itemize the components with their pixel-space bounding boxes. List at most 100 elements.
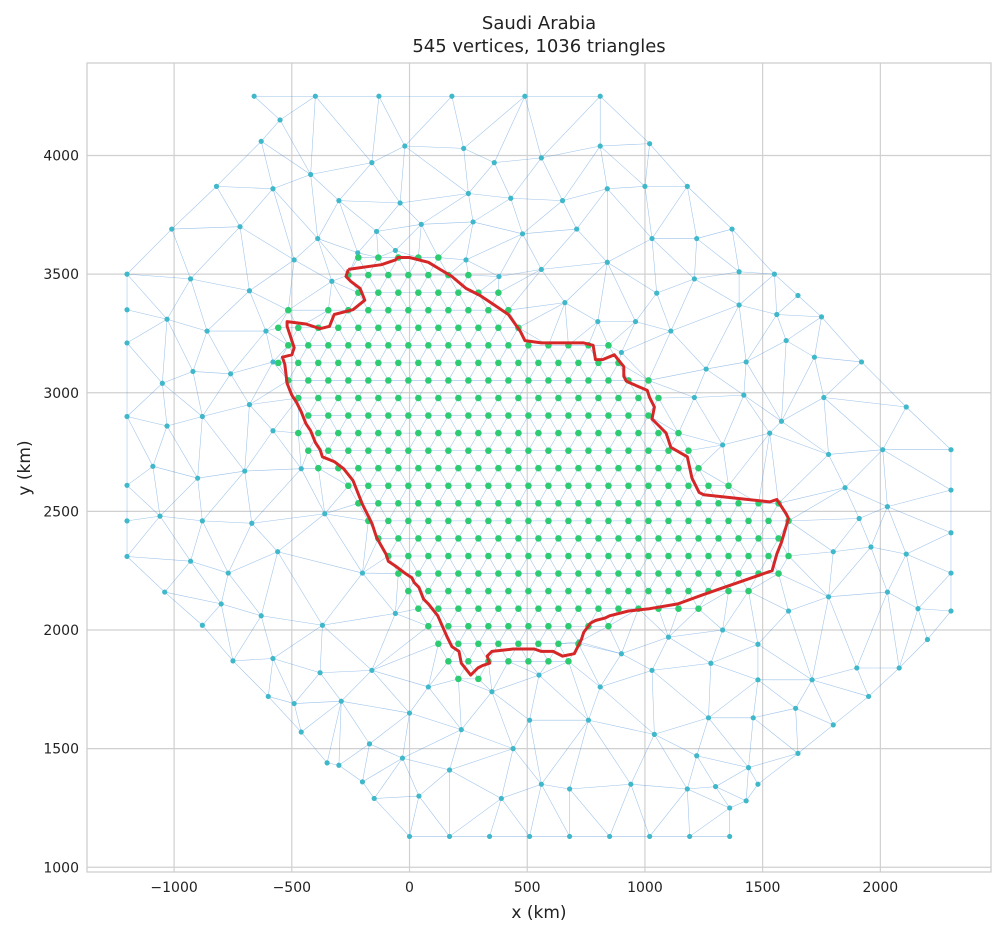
mesh-edge	[668, 629, 723, 638]
mesh-edge	[338, 310, 349, 328]
inner-vertex	[555, 394, 562, 402]
inner-vertex	[435, 324, 442, 332]
mesh-edge	[326, 701, 342, 763]
mesh-edge	[478, 573, 489, 592]
inner-vertex	[565, 377, 572, 384]
mesh-edge	[449, 729, 462, 771]
inner-vertex	[665, 447, 672, 454]
inner-vertex	[345, 377, 352, 384]
mesh-edge	[164, 591, 222, 605]
mesh-edge	[438, 362, 449, 381]
inner-vertex	[355, 359, 362, 367]
inner-vertex	[635, 464, 642, 472]
inner-vertex	[345, 447, 352, 454]
mesh-edge	[478, 503, 489, 522]
outer-vertex	[237, 224, 243, 230]
mesh-edge	[458, 397, 469, 416]
mesh-edge	[468, 397, 479, 416]
mesh-edge	[758, 433, 770, 504]
mesh-edge	[251, 468, 302, 524]
mesh-edge	[548, 432, 559, 451]
mesh-edge	[638, 432, 649, 451]
mesh-edge	[408, 555, 419, 574]
mesh-edge	[498, 415, 509, 434]
mesh-edge	[607, 262, 657, 294]
mesh-edge	[651, 186, 688, 239]
outer-vertex	[684, 183, 690, 189]
inner-vertex	[465, 552, 472, 560]
mesh-edge	[649, 143, 688, 187]
mesh-edge	[541, 783, 570, 790]
mesh-edge	[518, 362, 529, 381]
mesh-edge	[745, 784, 759, 801]
mesh-edge	[448, 643, 459, 662]
mesh-edge	[418, 380, 429, 399]
mesh-edge	[362, 781, 375, 799]
mesh-edge	[656, 293, 672, 332]
mesh-edge	[738, 503, 749, 522]
inner-vertex	[625, 412, 632, 419]
outer-vertex	[755, 641, 761, 647]
mesh-edge	[728, 573, 739, 592]
mesh-edge	[715, 786, 730, 809]
mesh-edge	[598, 520, 609, 539]
mesh-edge	[202, 520, 252, 524]
mesh-edge	[870, 546, 907, 555]
outer-vertex	[526, 717, 533, 723]
inner-vertex	[435, 570, 442, 577]
outer-vertex	[720, 442, 726, 448]
mesh-edge	[694, 368, 707, 398]
mesh-edge	[743, 394, 782, 422]
inner-vertex	[335, 394, 342, 402]
mesh-edge	[658, 450, 669, 469]
inner-vertex	[435, 640, 442, 648]
mesh-edge	[126, 515, 161, 522]
inner-vertex	[375, 429, 382, 437]
mesh-edge	[371, 625, 429, 671]
mesh-edge	[558, 432, 569, 451]
mesh-edge	[378, 274, 389, 293]
mesh-edge	[468, 626, 479, 644]
mesh-edge	[781, 357, 815, 422]
inner-vertex	[385, 517, 392, 525]
mesh-edge	[126, 485, 161, 517]
inner-vertex	[294, 429, 302, 437]
mesh-edge	[508, 555, 519, 574]
mesh-edge	[568, 432, 579, 451]
mesh-edge	[748, 520, 759, 539]
mesh-edge	[608, 608, 619, 627]
mesh-edge	[508, 643, 519, 662]
mesh-edge	[378, 292, 389, 311]
inner-vertex	[495, 500, 502, 507]
mesh-edge	[812, 667, 857, 681]
inner-vertex	[515, 394, 522, 402]
mesh-edge	[638, 590, 649, 609]
mesh-edge	[322, 625, 373, 671]
mesh-edge	[308, 380, 319, 399]
mesh-edge	[588, 468, 599, 486]
mesh-edge	[917, 608, 928, 640]
outer-vertex	[903, 551, 909, 557]
mesh-edge	[906, 532, 952, 555]
mesh-edge	[578, 503, 589, 522]
inner-vertex	[545, 412, 552, 419]
x-tick-label: 1500	[745, 880, 781, 896]
inner-vertex	[445, 622, 452, 630]
mesh-edge	[508, 468, 519, 486]
mesh-edge	[508, 302, 565, 311]
mesh-edge	[448, 259, 467, 276]
mesh-edge	[508, 608, 519, 627]
mesh-edge	[678, 397, 695, 434]
inner-vertex	[755, 535, 762, 542]
mesh-edge	[232, 615, 262, 661]
mesh-edge	[668, 636, 711, 664]
outer-vertex	[691, 394, 697, 401]
inner-vertex	[485, 482, 492, 490]
mesh-edge	[202, 373, 231, 417]
inner-vertex	[415, 535, 422, 542]
mesh-edge	[368, 327, 379, 346]
outer-vertex	[830, 722, 836, 728]
outer-vertex	[124, 482, 130, 488]
inner-vertex	[395, 570, 402, 577]
mesh-edge	[468, 450, 479, 469]
